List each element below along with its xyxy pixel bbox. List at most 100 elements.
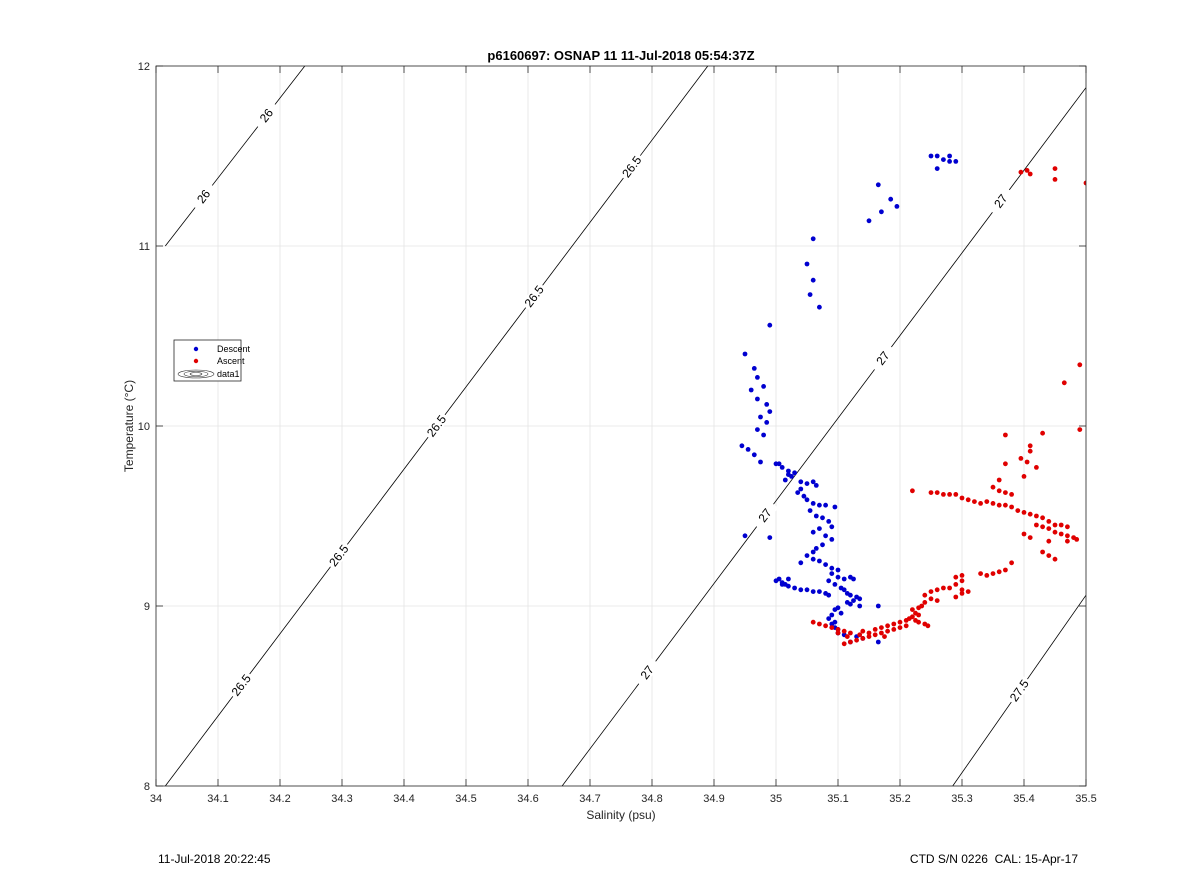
- ascent-point: [928, 596, 934, 602]
- descent-point: [851, 576, 856, 582]
- ascent-point: [885, 623, 890, 629]
- ascent-point: [953, 582, 959, 587]
- x-tick-label: 35.5: [1075, 793, 1096, 805]
- ascent-point: [1024, 459, 1030, 465]
- descent-point: [767, 535, 773, 540]
- ascent-point: [947, 585, 952, 591]
- scatter-points: [739, 153, 1086, 647]
- descent-point: [875, 182, 881, 188]
- ascent-point: [959, 591, 965, 596]
- ascent-point: [848, 630, 853, 636]
- descent-point: [810, 236, 816, 242]
- ascent-point: [996, 488, 1002, 494]
- ascent-point: [810, 619, 816, 625]
- descent-point: [832, 582, 838, 587]
- ascent-point: [1003, 461, 1008, 467]
- contour-label-bg: [618, 152, 646, 182]
- descent-point: [826, 519, 832, 524]
- ascent-point: [1034, 465, 1039, 470]
- descent-point: [786, 468, 791, 474]
- chart-title: p6160697: OSNAP 11 11-Jul-2018 05:54:37Z: [487, 48, 754, 63]
- ascent-point: [953, 594, 959, 600]
- ascent-point: [903, 618, 909, 623]
- ascent-point: [860, 636, 866, 641]
- ascent-point: [1024, 168, 1030, 173]
- descent-point: [804, 553, 810, 558]
- descent-point: [826, 592, 832, 598]
- ascent-point: [953, 574, 959, 580]
- ascent-point: [959, 578, 965, 584]
- descent-point: [810, 277, 816, 283]
- ascent-point: [872, 627, 878, 632]
- descent-point: [823, 502, 828, 508]
- descent-point: [820, 542, 825, 548]
- x-tick-label: 35.3: [951, 793, 972, 805]
- x-tick-label: 34.2: [269, 793, 290, 805]
- ascent-point: [1027, 443, 1033, 449]
- descent-point: [755, 427, 760, 432]
- descent-point: [755, 396, 760, 402]
- descent-point: [823, 533, 828, 539]
- x-tick-label: 34.6: [517, 793, 538, 805]
- ascent-point: [965, 497, 971, 503]
- legend-label-ascent: Ascent: [217, 356, 245, 366]
- ascent-point: [1003, 432, 1008, 438]
- descent-point: [829, 524, 835, 530]
- ascent-point: [829, 625, 835, 630]
- descent-point: [764, 402, 770, 407]
- ascent-point: [879, 625, 884, 630]
- ascent-point: [866, 634, 872, 639]
- legend[interactable]: Descent Ascent data1: [173, 339, 251, 382]
- descent-point: [810, 501, 816, 506]
- ascent-point: [866, 630, 872, 636]
- ascent-point: [996, 569, 1002, 575]
- ascent-point: [1077, 427, 1083, 432]
- ascent-point: [959, 587, 965, 593]
- contour-label-bg: [869, 343, 897, 374]
- ascent-point: [972, 499, 977, 504]
- x-tick-label: 34.5: [455, 793, 476, 805]
- ascent-point: [885, 628, 890, 634]
- descent-point: [829, 537, 835, 542]
- descent-point: [857, 596, 863, 602]
- ascent-point: [1034, 513, 1039, 519]
- x-axis-label: Salinity (psu): [586, 808, 655, 822]
- descent-point: [748, 387, 754, 393]
- descent-point: [810, 479, 816, 485]
- descent-point: [817, 589, 822, 594]
- ascent-point: [879, 630, 884, 636]
- descent-point: [835, 574, 841, 580]
- ascent-point: [990, 501, 996, 506]
- descent-point: [742, 533, 748, 539]
- contour-label-bg: [190, 181, 217, 212]
- descent-point: [758, 459, 763, 465]
- ascent-point: [1027, 448, 1033, 454]
- ascent-point: [947, 492, 952, 497]
- descent-point: [838, 610, 844, 616]
- descent-point: [947, 153, 952, 159]
- ascent-point: [1065, 533, 1070, 539]
- ascent-point: [897, 619, 903, 625]
- descent-point: [851, 598, 856, 603]
- ascent-point: [848, 639, 853, 645]
- descent-point: [829, 621, 835, 627]
- descent-point: [820, 515, 825, 521]
- ascent-point: [1052, 166, 1058, 172]
- descent-point: [798, 560, 804, 566]
- ascent-point: [934, 587, 940, 593]
- descent-point: [817, 526, 822, 531]
- descent-point: [848, 592, 853, 598]
- descent-point: [888, 196, 894, 202]
- ascent-point: [928, 589, 934, 594]
- descent-point: [751, 366, 757, 371]
- descent-point: [829, 571, 835, 576]
- ascent-point: [1052, 529, 1058, 535]
- contour-label-bg: [987, 186, 1015, 216]
- ascent-point: [996, 502, 1002, 508]
- ascent-point: [916, 619, 921, 625]
- ascent-point: [990, 484, 996, 490]
- ascent-point: [1021, 531, 1027, 537]
- descent-point: [804, 261, 810, 267]
- descent-point: [739, 443, 745, 449]
